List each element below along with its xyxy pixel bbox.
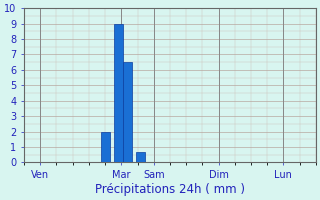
X-axis label: Précipitations 24h ( mm ): Précipitations 24h ( mm ) bbox=[95, 183, 245, 196]
Bar bbox=[114, 24, 123, 162]
Bar bbox=[136, 152, 145, 162]
Bar bbox=[100, 132, 110, 162]
Bar bbox=[123, 62, 132, 162]
